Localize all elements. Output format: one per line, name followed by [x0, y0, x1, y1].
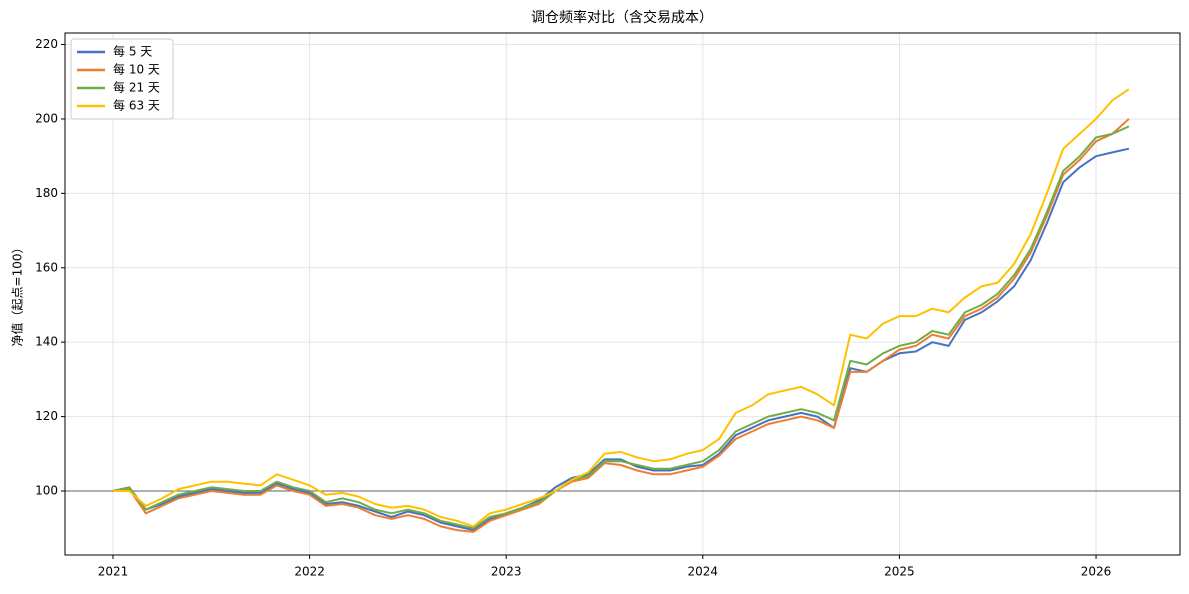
y-tick-label: 160 — [35, 260, 58, 274]
y-tick-label: 180 — [35, 186, 58, 200]
x-tick-label: 2023 — [491, 565, 522, 579]
y-tick-label: 200 — [35, 111, 58, 125]
y-tick-label: 120 — [35, 409, 58, 423]
y-tick-label: 100 — [35, 484, 58, 498]
series-line — [112, 118, 1130, 533]
legend-label: 每 10 天 — [113, 62, 160, 77]
series-line — [113, 88, 1130, 528]
plot-frame — [64, 32, 1181, 556]
x-tick-label: 2021 — [98, 565, 129, 579]
x-tick-label: 2022 — [294, 565, 325, 579]
x-tick-label: 2024 — [688, 565, 719, 579]
legend-label: 每 5 天 — [113, 44, 152, 59]
legend-box — [70, 38, 174, 120]
legend-label: 每 21 天 — [113, 80, 160, 95]
series-line — [112, 125, 1130, 530]
legend-label: 每 63 天 — [113, 98, 160, 113]
y-tick-label: 140 — [35, 335, 58, 349]
x-tick-label: 2026 — [1081, 565, 1112, 579]
series-line — [112, 147, 1130, 532]
y-axis-label: 净值（起点=100） — [10, 242, 25, 347]
y-tick-label: 220 — [35, 37, 58, 51]
x-tick-label: 2025 — [884, 565, 915, 579]
chart-title: 调仓频率对比（含交易成本） — [531, 9, 713, 26]
